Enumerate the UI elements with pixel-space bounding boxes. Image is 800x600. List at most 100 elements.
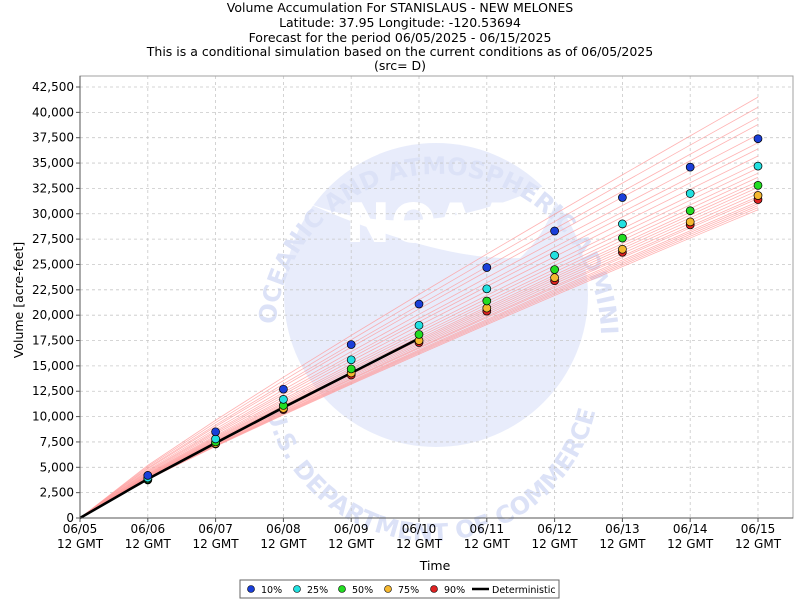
point-75pct bbox=[618, 244, 627, 254]
ensemble-trace bbox=[79, 96, 759, 519]
x-tick-time: 12 GMT bbox=[260, 537, 307, 551]
point-10pct bbox=[211, 427, 220, 437]
x-tick-date: 06/09 bbox=[334, 522, 369, 536]
y-tick-label: 12,500 bbox=[32, 384, 74, 398]
x-tick-time: 12 GMT bbox=[599, 537, 646, 551]
point-75pct bbox=[685, 217, 695, 227]
legend-label-50pct: 50% bbox=[352, 585, 373, 596]
y-axis-title: Volume [acre-feet] bbox=[11, 242, 26, 359]
y-tick-label: 17,500 bbox=[32, 334, 74, 348]
x-tick-date: 06/07 bbox=[198, 522, 233, 536]
point-75pct bbox=[753, 191, 763, 200]
legend-label-75pct: 75% bbox=[398, 585, 419, 596]
point-10pct bbox=[618, 193, 627, 202]
x-tick-date: 06/11 bbox=[470, 522, 505, 536]
point-10pct bbox=[550, 226, 559, 236]
x-tick-time: 12 GMT bbox=[735, 537, 782, 551]
x-tick-time: 12 GMT bbox=[57, 537, 104, 551]
legend-marker-90pct bbox=[430, 585, 438, 593]
point-50pct bbox=[618, 233, 627, 243]
x-tick-date: 06/14 bbox=[673, 522, 708, 536]
point-50pct bbox=[550, 265, 559, 274]
point-25pct bbox=[618, 219, 627, 229]
title-line-1: Volume Accumulation For STANISLAUS - NEW… bbox=[227, 0, 573, 15]
point-50pct bbox=[685, 206, 695, 216]
legend-marker-10pct bbox=[247, 585, 255, 593]
y-tick-label: 40,000 bbox=[32, 105, 74, 119]
y-tick-label: 32,500 bbox=[32, 181, 74, 195]
x-tick-time: 12 GMT bbox=[125, 537, 172, 551]
x-tick-time: 12 GMT bbox=[396, 537, 443, 551]
title-line-2: Latitude: 37.95 Longitude: -120.53694 bbox=[279, 15, 521, 30]
percentile-points bbox=[143, 134, 763, 485]
point-50pct bbox=[753, 181, 763, 190]
ensemble-trace bbox=[79, 134, 759, 519]
axes bbox=[79, 75, 794, 519]
point-50pct bbox=[346, 364, 356, 374]
x-tick-date: 06/12 bbox=[537, 522, 572, 536]
y-tick-label: 20,000 bbox=[32, 308, 74, 322]
x-tick-date: 06/13 bbox=[605, 522, 640, 536]
legend-label-25pct: 25% bbox=[307, 585, 328, 596]
noaa-watermark: NOAA NATIONAL OCEANIC AND ATMOSPHERIC AD… bbox=[0, 0, 623, 547]
y-tick-label: 35,000 bbox=[32, 156, 74, 170]
noaa-watermark-bird bbox=[300, 178, 560, 259]
y-tick-label: 37,500 bbox=[32, 131, 74, 145]
y-tick-label: 27,500 bbox=[32, 232, 74, 246]
point-10pct bbox=[346, 340, 356, 349]
legend-box bbox=[239, 579, 560, 599]
x-tick-time: 12 GMT bbox=[464, 537, 511, 551]
point-10pct bbox=[279, 384, 288, 394]
x-tick-time: 12 GMT bbox=[532, 537, 579, 551]
y-tick-label: 7,500 bbox=[40, 435, 74, 449]
legend-marker-75pct bbox=[384, 585, 392, 593]
point-10pct bbox=[685, 162, 695, 172]
point-25pct bbox=[753, 161, 763, 171]
deterministic-line bbox=[79, 337, 420, 520]
deterministic-series bbox=[79, 337, 420, 520]
point-25pct bbox=[346, 355, 356, 365]
x-tick-date: 06/06 bbox=[131, 522, 166, 536]
point-10pct bbox=[482, 263, 492, 272]
ensemble-trace bbox=[79, 124, 759, 519]
y-tick-label: 5,000 bbox=[40, 460, 74, 474]
point-25pct bbox=[685, 189, 695, 198]
y-tick-label: 22,500 bbox=[32, 283, 74, 297]
x-tick-date: 06/15 bbox=[741, 522, 776, 536]
chart-title: Volume Accumulation For STANISLAUS - NEW… bbox=[146, 0, 653, 73]
noaa-watermark-logo: NOAA bbox=[345, 192, 518, 255]
x-tick-date: 06/10 bbox=[402, 522, 437, 536]
title-line-4: This is a conditional simulation based o… bbox=[146, 44, 653, 59]
x-tick-date: 06/05 bbox=[63, 522, 98, 536]
legend-marker-25pct bbox=[293, 585, 301, 593]
point-50pct bbox=[482, 296, 492, 306]
legend-label-90pct: 90% bbox=[444, 585, 465, 596]
point-25pct bbox=[550, 250, 559, 260]
point-75pct bbox=[550, 273, 559, 283]
x-tick-time: 12 GMT bbox=[328, 537, 375, 551]
y-tick-label: 0 bbox=[66, 511, 74, 525]
x-tick-date: 06/08 bbox=[266, 522, 301, 536]
y-tick-label: 15,000 bbox=[32, 359, 74, 373]
y-tick-label: 42,500 bbox=[32, 80, 74, 94]
point-10pct bbox=[414, 299, 424, 309]
point-25pct bbox=[482, 284, 492, 294]
legend-label-10pct: 10% bbox=[261, 585, 282, 596]
y-tick-label: 10,000 bbox=[32, 410, 74, 424]
point-10pct bbox=[143, 471, 153, 480]
legend-marker-50pct bbox=[338, 585, 346, 593]
x-tick-time: 12 GMT bbox=[667, 537, 714, 551]
x-tick-time: 12 GMT bbox=[193, 537, 240, 551]
title-line-3: Forecast for the period 06/05/2025 - 06/… bbox=[249, 30, 552, 45]
ensemble-traces bbox=[79, 96, 759, 519]
point-10pct bbox=[753, 134, 763, 144]
point-50pct bbox=[414, 330, 424, 339]
ensemble-trace bbox=[79, 209, 759, 519]
legend-label-deterministic: Deterministic bbox=[492, 585, 556, 596]
ensemble-trace bbox=[79, 142, 759, 519]
y-tick-label: 30,000 bbox=[32, 207, 74, 221]
point-25pct bbox=[414, 320, 424, 330]
legend: 10% 25% 50% 75% 90% Deterministic bbox=[239, 579, 560, 599]
y-tick-label: 2,500 bbox=[40, 486, 74, 500]
